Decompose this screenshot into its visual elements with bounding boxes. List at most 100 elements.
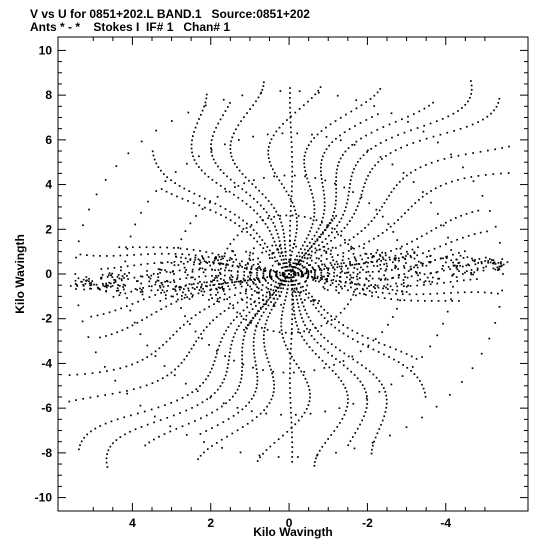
uv-point (241, 358, 243, 361)
uv-point (320, 271, 323, 274)
uv-point (335, 191, 338, 194)
uv-point (150, 408, 153, 411)
uv-point (296, 255, 298, 257)
uv-point (290, 269, 292, 271)
uv-point (363, 387, 366, 390)
uv-point (294, 271, 297, 274)
uv-point (258, 318, 261, 321)
uv-point (480, 262, 483, 265)
uv-point (190, 143, 193, 146)
uv-point (236, 278, 238, 280)
uv-point (259, 216, 262, 218)
uv-point (290, 288, 293, 291)
uv-point (355, 259, 357, 262)
uv-point (292, 266, 294, 268)
uv-point (206, 262, 208, 264)
uv-point (341, 259, 344, 262)
uv-point (385, 155, 387, 157)
uv-point (273, 387, 275, 390)
uv-point (178, 185, 181, 187)
uv-point (249, 259, 252, 261)
uv-point (390, 191, 393, 193)
uv-point (118, 284, 121, 287)
uv-point (272, 237, 274, 239)
x-tick-label: 0 (286, 516, 293, 530)
uv-point (311, 192, 313, 195)
uv-point (219, 277, 222, 280)
uv-point (256, 372, 258, 374)
uv-point (341, 270, 343, 273)
uv-point (289, 401, 292, 404)
uv-point (376, 284, 379, 287)
uv-point (394, 259, 397, 261)
uv-point (323, 367, 326, 369)
uv-point (262, 452, 264, 455)
uv-point (222, 114, 224, 117)
uv-point (180, 295, 183, 297)
uv-point (319, 166, 322, 169)
uv-point (174, 253, 177, 255)
uv-point (186, 162, 188, 165)
uv-point (255, 325, 258, 328)
uv-point (94, 427, 97, 430)
uv-point (242, 318, 245, 320)
uv-point (365, 397, 368, 400)
uv-point (310, 189, 312, 191)
uv-point (320, 324, 323, 327)
uv-point (417, 260, 420, 263)
uv-point (461, 107, 463, 109)
uv-point (304, 175, 306, 178)
uv-point (309, 392, 311, 395)
uv-point (289, 261, 291, 264)
uv-point (263, 268, 265, 271)
uv-point (325, 226, 328, 229)
uv-point (351, 171, 354, 174)
uv-point (216, 300, 219, 302)
uv-point (271, 294, 274, 296)
uv-point (343, 227, 346, 229)
uv-point (464, 271, 466, 274)
uv-point (277, 282, 280, 285)
x-tick-label: 4 (129, 516, 136, 530)
uv-point (308, 346, 311, 348)
uv-point (185, 433, 188, 436)
uv-point (454, 264, 456, 267)
uv-point (410, 256, 413, 259)
uv-point (225, 263, 228, 265)
uv-point (95, 193, 98, 196)
uv-point (492, 261, 495, 264)
uv-point (249, 206, 252, 208)
uv-point (221, 447, 223, 449)
uv-point (304, 151, 307, 154)
uv-point (210, 148, 213, 151)
uv-point (421, 195, 424, 198)
uv-point (291, 461, 293, 463)
uv-point (174, 290, 177, 292)
uv-point (463, 250, 466, 253)
uv-point (252, 366, 254, 369)
uv-point (383, 263, 385, 266)
uv-point (406, 243, 408, 245)
uv-point (250, 265, 253, 268)
uv-point (216, 388, 219, 391)
uv-point (160, 169, 162, 172)
uv-point (371, 444, 374, 447)
uv-point (148, 441, 151, 444)
uv-point (269, 445, 272, 448)
uv-point (289, 362, 292, 365)
uv-point (296, 259, 299, 261)
uv-point (225, 264, 228, 267)
uv-point (311, 133, 313, 136)
uv-point (124, 433, 126, 436)
uv-point (155, 129, 158, 132)
uv-point (274, 301, 277, 304)
uv-point (386, 265, 388, 268)
uv-point (139, 291, 142, 293)
uv-point (369, 171, 371, 174)
uv-point (242, 277, 245, 280)
uv-point (227, 418, 230, 420)
uv-point (241, 266, 243, 268)
uv-point (305, 293, 307, 296)
uv-point (376, 249, 379, 251)
uv-point (385, 268, 388, 271)
